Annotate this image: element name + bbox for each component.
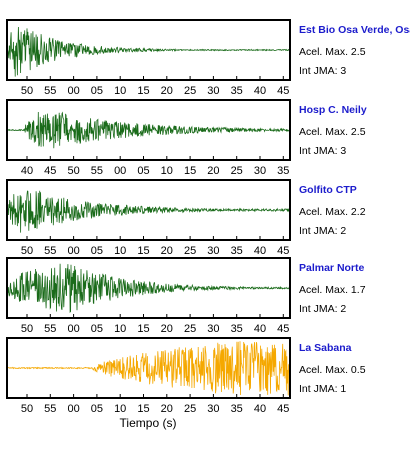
x-tick-label: 55 — [91, 165, 103, 177]
panel-frame — [6, 337, 291, 399]
x-tick-label: 25 — [184, 245, 196, 257]
x-tick-label: 25 — [184, 85, 196, 97]
x-tick-label: 05 — [137, 165, 149, 177]
station-name: Golfito CTP — [299, 184, 357, 196]
x-tick-label: 20 — [207, 165, 219, 177]
acel-max-label: Acel. Max. 2.5 — [299, 126, 366, 138]
jma-intensity-label: Int JMA: 3 — [299, 65, 346, 77]
acel-max-label: Acel. Max. 1.7 — [299, 284, 366, 296]
x-tick-label: 30 — [207, 403, 219, 415]
x-tick-label: 55 — [44, 403, 56, 415]
station-name: La Sabana — [299, 342, 352, 354]
x-tick-label: 00 — [114, 165, 126, 177]
x-tick-label: 45 — [44, 165, 56, 177]
x-tick-label: 00 — [67, 403, 79, 415]
x-tick-label: 30 — [207, 245, 219, 257]
station-name: Est Bio Osa Verde, Osa — [299, 24, 410, 36]
panel-frame — [6, 99, 291, 161]
acel-max-label: Acel. Max. 2.2 — [299, 206, 366, 218]
waveform-trace — [7, 26, 290, 77]
panel-4: 50 55 00 05 10 15 20 25 30 35 40 45 Palmar Norte Acel… — [6, 257, 366, 335]
x-tick-label: 30 — [207, 323, 219, 335]
panel-frame — [6, 179, 291, 241]
x-tick-label: 50 — [21, 245, 33, 257]
x-tick-label: 15 — [137, 403, 149, 415]
waveform-trace — [7, 111, 290, 149]
x-tick-label: 35 — [231, 403, 243, 415]
x-tick-label: 20 — [161, 323, 173, 335]
x-tick-label: 45 — [277, 85, 289, 97]
acel-max-label: Acel. Max. 0.5 — [299, 364, 366, 376]
jma-intensity-label: Int JMA: 2 — [299, 225, 346, 237]
x-tick-label: 05 — [91, 85, 103, 97]
x-tick-label: 10 — [114, 403, 126, 415]
x-tick-label: 25 — [184, 323, 196, 335]
x-tick-label: 40 — [21, 165, 33, 177]
x-tick-label: 25 — [231, 165, 243, 177]
station-name: Hosp C. Neily — [299, 104, 367, 116]
x-tick-label: 10 — [114, 85, 126, 97]
jma-intensity-label: Int JMA: 3 — [299, 145, 346, 157]
x-tick-label: 25 — [184, 403, 196, 415]
x-tick-label: 50 — [21, 85, 33, 97]
panel-frame — [6, 19, 291, 81]
x-tick-label: 35 — [231, 323, 243, 335]
x-tick-label: 15 — [137, 85, 149, 97]
x-tick-label: 45 — [277, 245, 289, 257]
x-tick-label: 40 — [254, 323, 266, 335]
panel-frame — [6, 257, 291, 319]
x-tick-label: 20 — [161, 245, 173, 257]
x-tick-label: 05 — [91, 245, 103, 257]
panel-5: 50 55 00 05 10 15 20 25 30 35 40 45 La Sabana Acel. M… — [6, 337, 366, 415]
x-tick-label: 55 — [44, 85, 56, 97]
x-tick-label: 05 — [91, 323, 103, 335]
x-axis-label: Tiempo (s) — [120, 416, 177, 430]
x-tick-label: 35 — [277, 165, 289, 177]
x-tick-label: 20 — [161, 85, 173, 97]
waveform-trace — [7, 341, 290, 396]
jma-intensity-label: Int JMA: 1 — [299, 383, 346, 395]
x-tick-label: 45 — [277, 323, 289, 335]
x-tick-label: 45 — [277, 403, 289, 415]
x-tick-label: 10 — [114, 323, 126, 335]
x-tick-label: 50 — [21, 403, 33, 415]
x-tick-label: 15 — [184, 165, 196, 177]
x-tick-label: 55 — [44, 245, 56, 257]
acel-max-label: Acel. Max. 2.5 — [299, 46, 366, 58]
panels-group: 50 55 00 05 10 15 20 25 30 35 40 45 Est Bio Osa Verd… — [6, 19, 410, 415]
x-tick-label: 15 — [137, 323, 149, 335]
jma-intensity-label: Int JMA: 2 — [299, 303, 346, 315]
x-tick-label: 50 — [21, 323, 33, 335]
x-tick-label: 10 — [161, 165, 173, 177]
panel-2: 40 45 50 55 00 05 10 15 20 25 30 35 Hosp C. Neily Ace… — [6, 99, 367, 177]
x-tick-label: 35 — [231, 85, 243, 97]
panel-1: 50 55 00 05 10 15 20 25 30 35 40 45 Est Bio Osa Verd… — [6, 19, 410, 97]
x-tick-label: 35 — [231, 245, 243, 257]
x-tick-label: 15 — [137, 245, 149, 257]
x-tick-label: 10 — [114, 245, 126, 257]
waveform-trace — [7, 190, 290, 233]
x-tick-label: 00 — [67, 245, 79, 257]
x-tick-label: 40 — [254, 85, 266, 97]
x-tick-label: 50 — [67, 165, 79, 177]
x-tick-label: 05 — [91, 403, 103, 415]
x-tick-label: 30 — [207, 85, 219, 97]
x-tick-label: 00 — [67, 85, 79, 97]
x-tick-label: 30 — [254, 165, 266, 177]
x-tick-label: 00 — [67, 323, 79, 335]
station-name: Palmar Norte — [299, 262, 365, 274]
panel-3: 50 55 00 05 10 15 20 25 30 35 40 45 Golfito CTP Acel.… — [6, 179, 366, 257]
waveform-trace — [7, 263, 290, 313]
x-tick-label: 40 — [254, 245, 266, 257]
x-tick-label: 20 — [161, 403, 173, 415]
x-tick-label: 40 — [254, 403, 266, 415]
x-tick-label: 55 — [44, 323, 56, 335]
